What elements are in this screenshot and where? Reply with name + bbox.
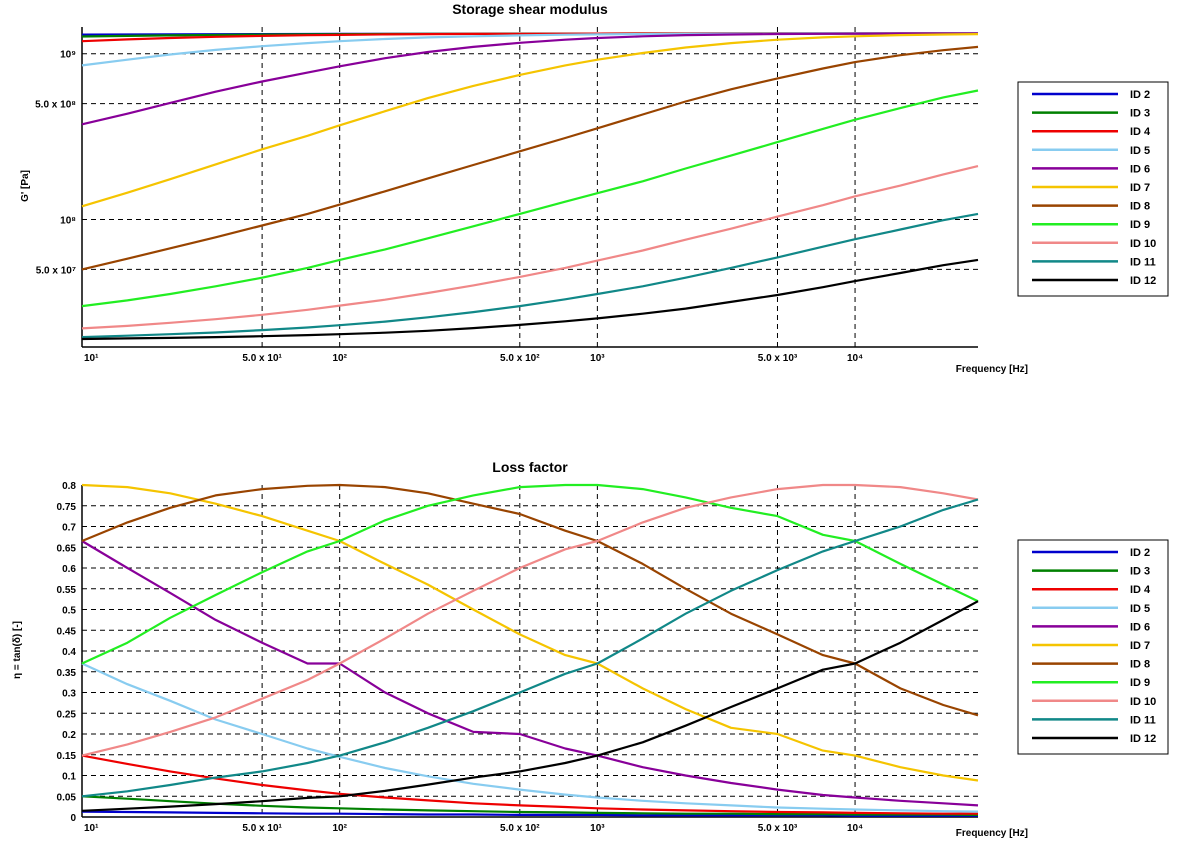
chart2-series-line-id-6 xyxy=(81,540,979,807)
chart1-series-line-id-10 xyxy=(81,165,979,330)
chart1-x-tick-label: 5.0 x 10² xyxy=(500,353,540,364)
chart1-legend-label: ID 7 xyxy=(1130,182,1150,194)
chart2-plot-area xyxy=(82,485,978,817)
chart2-x-tick-label: 10³ xyxy=(590,823,605,834)
chart1-series-line-id-8 xyxy=(81,45,979,271)
chart2-y-tick-label: 0.5 xyxy=(62,606,76,617)
chart2-y-tick-label: 0.05 xyxy=(57,792,77,803)
chart2-y-tick-label: 0.75 xyxy=(57,502,77,513)
chart2-legend-label: ID 7 xyxy=(1130,640,1150,652)
chart2-y-tick-label: 0.3 xyxy=(62,689,76,700)
chart1-y-axis-label: G' [Pa] xyxy=(20,170,31,202)
chart1-legend-label: ID 10 xyxy=(1130,238,1156,250)
chart2-legend-label: ID 12 xyxy=(1130,733,1156,745)
chart1-legend-label: ID 2 xyxy=(1130,89,1150,101)
chart2-series-line-id-11 xyxy=(81,498,979,798)
chart2-x-tick-label: 10² xyxy=(332,823,347,834)
chart2-y-tick-label: 0.6 xyxy=(62,564,76,575)
chart2-y-tick-label: 0.45 xyxy=(57,626,77,637)
chart1-x-axis-label: Frequency [Hz] xyxy=(956,364,1028,375)
chart2-y-tick-label: 0 xyxy=(70,813,76,824)
chart2-series-line-id-5 xyxy=(81,662,979,813)
chart1-series-line-id-11 xyxy=(81,212,979,339)
chart1-y-tick-label: 10⁹ xyxy=(60,50,76,61)
chart1-legend-label: ID 11 xyxy=(1130,256,1156,268)
chart2-legend-label: ID 6 xyxy=(1130,621,1150,633)
chart1-y-tick-label: 10⁸ xyxy=(60,215,76,226)
chart2-series-line-id-9 xyxy=(81,483,979,665)
chart1-y-tick-label: 5.0 x 10⁷ xyxy=(36,265,76,276)
chart2-x-tick-label: 10⁴ xyxy=(847,823,863,834)
chart1-x-tick-label: 5.0 x 10¹ xyxy=(242,353,282,364)
chart2-legend-label: ID 2 xyxy=(1130,547,1150,559)
chart2-legend-label: ID 9 xyxy=(1130,677,1150,689)
chart2-y-tick-label: 0.2 xyxy=(62,730,76,741)
chart1-y-tick-label: 5.0 x 10⁸ xyxy=(35,100,76,111)
chart1-series-line-id-7 xyxy=(81,33,979,208)
chart2-legend-label: ID 11 xyxy=(1130,714,1156,726)
chart2-y-tick-label: 0.1 xyxy=(62,772,76,783)
chart1-series-line-id-6 xyxy=(81,32,978,126)
chart2-x-tick-label: 5.0 x 10² xyxy=(500,823,540,834)
chart2-x-tick-label: 5.0 x 10³ xyxy=(758,823,798,834)
chart1-plot-area xyxy=(82,27,978,347)
chart2-x-tick-label: 10¹ xyxy=(84,823,99,834)
chart1-x-tick-label: 10⁴ xyxy=(847,353,863,364)
chart1-x-tick-label: 10² xyxy=(332,353,347,364)
chart1-title: Storage shear modulus xyxy=(452,1,608,17)
chart1-legend-label: ID 4 xyxy=(1130,126,1151,138)
chart1-x-tick-label: 10³ xyxy=(590,353,605,364)
chart2-y-tick-label: 0.4 xyxy=(62,647,76,658)
chart2-legend-label: ID 3 xyxy=(1130,566,1150,578)
chart1-legend-label: ID 12 xyxy=(1130,275,1156,287)
chart1-series-line-id-12 xyxy=(81,258,979,341)
chart2-legend-label: ID 5 xyxy=(1130,603,1150,615)
chart1-legend-label: ID 3 xyxy=(1130,108,1150,120)
chart2-y-tick-label: 0.15 xyxy=(57,751,77,762)
chart2-series-line-id-12 xyxy=(81,600,979,812)
chart2-y-tick-label: 0.35 xyxy=(57,668,77,679)
chart2-series-line-id-7 xyxy=(81,483,979,782)
chart1-series-line-id-9 xyxy=(81,89,979,308)
chart2-legend-label: ID 4 xyxy=(1130,584,1151,596)
chart1-x-tick-label: 5.0 x 10³ xyxy=(758,353,798,364)
chart2-y-axis-label: η = tan(δ) [-] xyxy=(12,621,23,679)
chart2-series-line-id-2 xyxy=(81,810,978,817)
chart1-legend-label: ID 8 xyxy=(1130,201,1150,213)
chart2-y-tick-label: 0.65 xyxy=(57,543,77,554)
chart2-x-axis-label: Frequency [Hz] xyxy=(956,828,1028,839)
chart2-y-tick-label: 0.8 xyxy=(62,481,76,492)
chart2-y-tick-label: 0.55 xyxy=(57,585,77,596)
chart2-legend-label: ID 10 xyxy=(1130,696,1156,708)
chart1-legend-label: ID 5 xyxy=(1130,145,1150,157)
chart2-series-line-id-10 xyxy=(81,483,979,757)
chart2-legend-label: ID 8 xyxy=(1130,659,1150,671)
chart2-series-line-id-8 xyxy=(81,483,979,717)
chart1-x-tick-label: 10¹ xyxy=(84,353,99,364)
chart2-y-tick-label: 0.7 xyxy=(62,523,76,534)
chart2-y-tick-label: 0.25 xyxy=(57,709,77,720)
chart2-series-line-id-3 xyxy=(81,795,979,816)
chart2-series-line-id-4 xyxy=(81,754,978,815)
chart1-legend-label: ID 6 xyxy=(1130,163,1150,175)
chart1-legend-label: ID 9 xyxy=(1130,219,1150,231)
chart2-x-tick-label: 5.0 x 10¹ xyxy=(242,823,282,834)
chart2-title: Loss factor xyxy=(492,459,568,475)
